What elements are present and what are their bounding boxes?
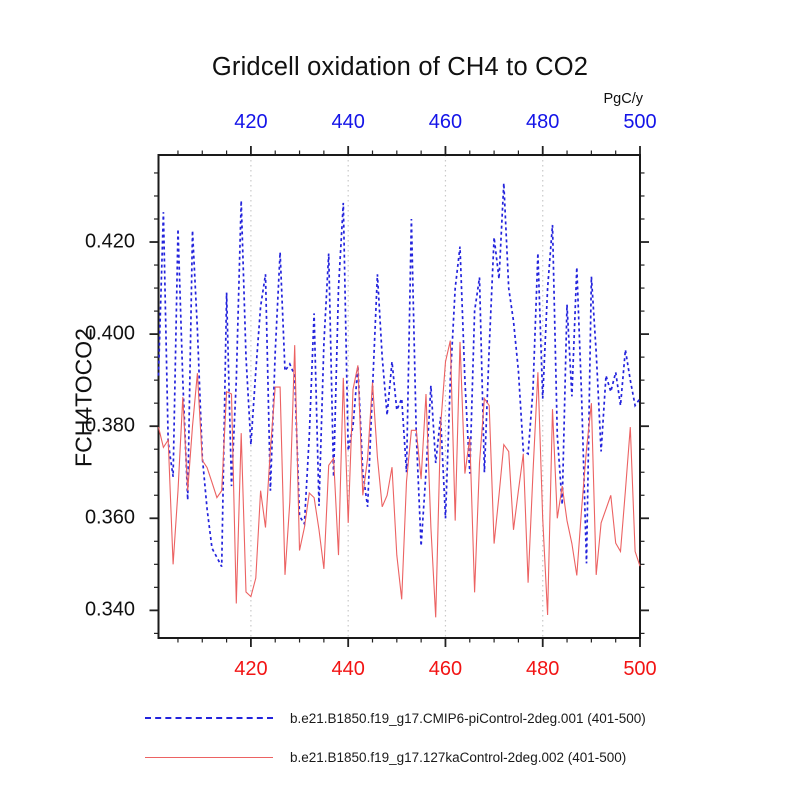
left-axis-tick-label: 0.360 (84, 506, 135, 529)
series-line-picontrol (157, 183, 641, 567)
top-axis-unit-label: PgC/y (603, 91, 644, 107)
legend-line-dashed-blue (145, 717, 273, 719)
bottom-axis-tick-label: 440 (331, 658, 365, 680)
top-axis-tick-label: 440 (331, 111, 365, 133)
left-axis-tick-label: 0.340 (84, 598, 135, 621)
chart-title: Gridcell oxidation of CH4 to CO2 (211, 53, 589, 81)
top-axis-tick-label: 480 (526, 111, 560, 133)
top-axis-tick-label: 420 (234, 111, 268, 133)
left-axis-tick-label: 0.400 (84, 322, 135, 345)
top-axis-tick-label: 460 (428, 111, 463, 133)
left-axis-tick-label: 0.380 (84, 414, 135, 437)
bottom-axis-tick-label: 460 (428, 658, 463, 680)
series-line-127kacontrol (157, 340, 641, 618)
bottom-axis-tick-label: 420 (234, 658, 268, 680)
top-axis-tick-label: 500 (623, 111, 657, 133)
legend-item-picontrol: b.e21.B1850.f19_g17.CMIP6-piControl-2deg… (145, 710, 646, 726)
left-axis-tick-label: 0.420 (84, 230, 135, 253)
bottom-axis-tick-label: 500 (623, 658, 657, 680)
bottom-axis-tick-label: 480 (526, 658, 560, 680)
legend-line-solid-red (145, 756, 273, 758)
plot-frame (157, 154, 641, 639)
legend-item-127kacontrol: b.e21.B1850.f19_g17.127kaControl-2deg.00… (145, 749, 626, 765)
legend-label: b.e21.B1850.f19_g17.127kaControl-2deg.00… (290, 749, 627, 765)
legend-label: b.e21.B1850.f19_g17.CMIP6-piControl-2deg… (290, 710, 646, 726)
